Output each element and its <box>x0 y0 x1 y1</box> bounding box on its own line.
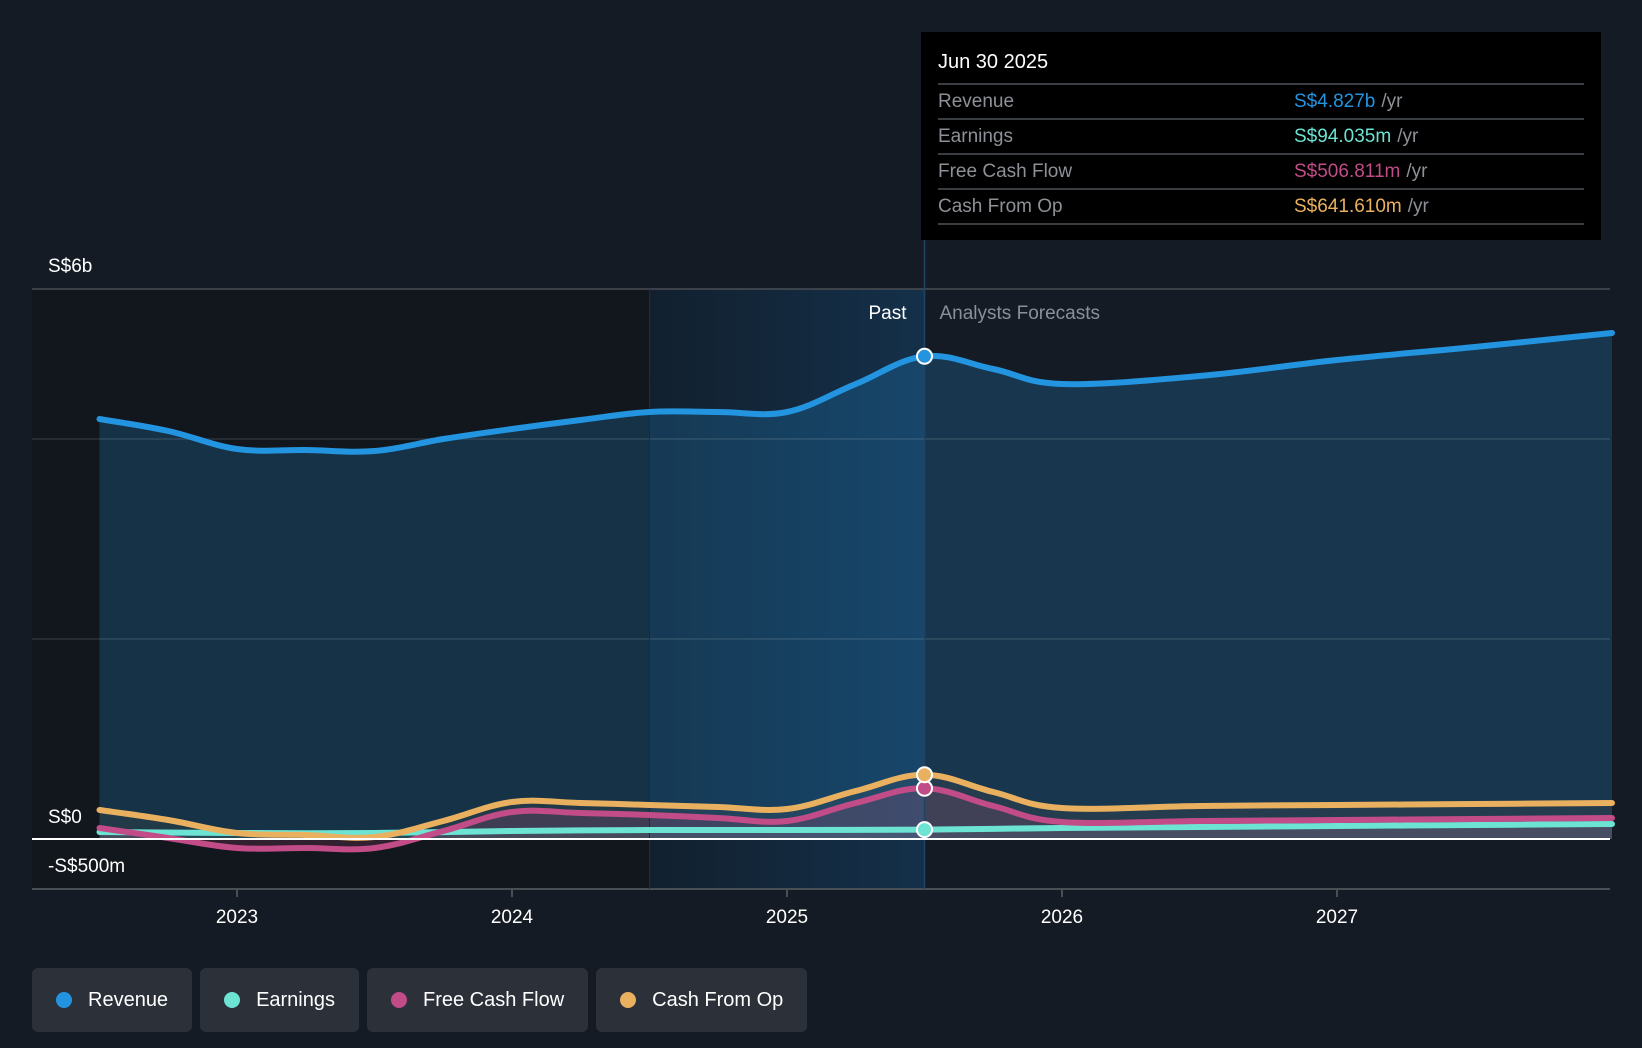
tooltip-row-cash-from-op: Cash From Op S$641.610m /yr <box>938 190 1584 225</box>
revenue-marker <box>916 347 933 365</box>
series-lines <box>32 330 1615 853</box>
x-tick-label: 2027 <box>1316 907 1358 928</box>
revenue-line <box>96 330 1615 455</box>
legend-item-revenue[interactable]: Revenue <box>32 968 193 1032</box>
free-cash-flow-line <box>96 785 1615 853</box>
tooltip-label: Free Cash Flow <box>938 161 1073 182</box>
revenue-dot-icon <box>56 992 72 1008</box>
x-tick-label: 2023 <box>216 907 258 928</box>
tooltip-label: Cash From Op <box>938 196 1063 217</box>
y-axis-label: -S$500m <box>48 856 125 877</box>
tooltip-value: S$506.811m <box>1294 161 1401 182</box>
cash-from-op-dot-icon <box>620 992 637 1008</box>
tooltip-unit: /yr <box>1406 161 1428 182</box>
tooltip-label: Revenue <box>938 91 1015 112</box>
legend-item-earnings[interactable]: Earnings <box>200 968 359 1032</box>
earnings-line <box>96 821 1615 837</box>
legend-label: Earnings <box>256 988 335 1011</box>
tooltip-unit: /yr <box>1397 126 1419 147</box>
x-tick-label: 2024 <box>491 907 534 928</box>
legend-label: Free Cash Flow <box>423 988 565 1011</box>
legend: Revenue Earnings Free Cash Flow Cash Fro… <box>32 968 808 1032</box>
tooltip-row-free-cash-flow: Free Cash Flow S$506.811m /yr <box>938 155 1584 190</box>
legend-item-free-cash-flow[interactable]: Free Cash Flow <box>367 968 589 1032</box>
y-axis-label: S$0 <box>48 807 82 828</box>
tooltip-row-revenue: Revenue S$4.827b /yr <box>938 85 1584 120</box>
earnings-dot-icon <box>224 992 241 1008</box>
analysts-forecasts-label: Analysts Forecasts <box>940 303 1101 324</box>
recent-past-highlight <box>649 289 925 889</box>
tooltip-row-earnings: Earnings S$94.035m /yr <box>938 120 1584 155</box>
x-axis: 2023 2024 2025 2026 2027 <box>216 889 1358 928</box>
y-axis-label: S$6b <box>48 256 92 277</box>
free-cash-flow-dot-icon <box>391 992 407 1008</box>
cash-from-op-marker <box>916 766 933 784</box>
tooltip-label: Earnings <box>938 126 1013 147</box>
x-tick-label: 2025 <box>766 907 808 928</box>
legend-label: Revenue <box>88 988 169 1011</box>
tooltip: Jun 30 2025 Revenue S$4.827b /yr Earning… <box>921 32 1601 240</box>
legend-label: Cash From Op <box>652 988 784 1011</box>
gridlines <box>32 288 1610 890</box>
legend-item-cash-from-op[interactable]: Cash From Op <box>596 968 808 1032</box>
tooltip-unit: /yr <box>1381 91 1403 112</box>
tooltip-value: S$4.827b <box>1294 91 1376 112</box>
tooltip-value: S$641.610m <box>1294 196 1402 217</box>
cash-from-op-line <box>96 771 1615 841</box>
tooltip-unit: /yr <box>1407 196 1429 217</box>
x-tick-label: 2026 <box>1041 907 1083 928</box>
y-axis-labels: S$6b S$0 -S$500m <box>48 256 125 877</box>
hover-markers <box>916 347 933 839</box>
earnings-marker <box>916 821 933 839</box>
past-label: Past <box>868 303 907 324</box>
revenue-area <box>99 333 1612 839</box>
tooltip-date: Jun 30 2025 <box>938 46 1584 85</box>
tooltip-value: S$94.035m <box>1294 126 1392 147</box>
